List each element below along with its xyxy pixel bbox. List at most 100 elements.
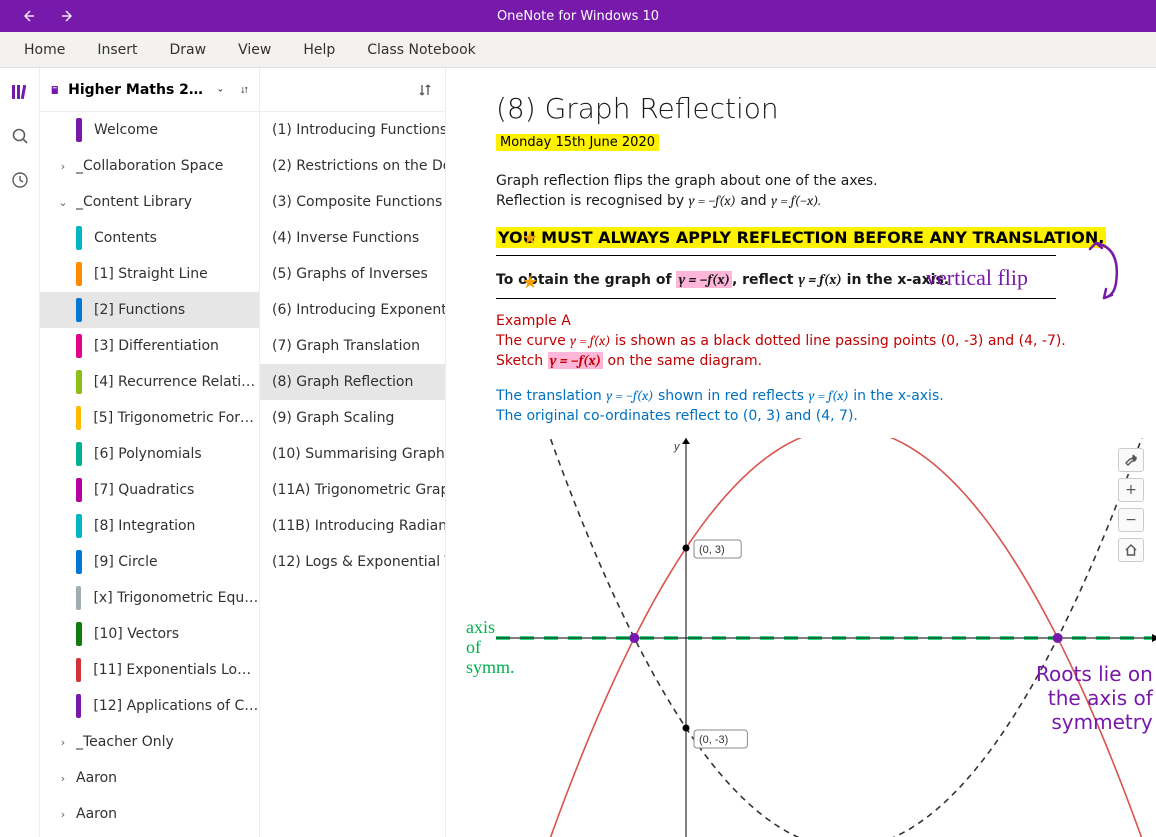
obtain-line: ★ To obtain the graph of y = −f(x), refl…: [496, 268, 1126, 292]
chevron-down-icon: [217, 84, 224, 96]
section-label: [9] Circle: [94, 554, 158, 570]
page-item[interactable]: (2) Restrictions on the Do...: [260, 148, 445, 184]
tab-class-notebook[interactable]: Class Notebook: [351, 32, 492, 68]
back-button[interactable]: [8, 0, 48, 32]
page-item[interactable]: (3) Composite Functions: [260, 184, 445, 220]
page-item[interactable]: (5) Graphs of Inverses: [260, 256, 445, 292]
page-title[interactable]: (8) Graph Reflection: [496, 92, 1126, 125]
page-list: (1) Introducing Functions(2) Restriction…: [260, 112, 445, 837]
text: , reflect: [732, 272, 798, 288]
section-label: [4] Recurrence Relations: [94, 374, 259, 390]
section-item[interactable]: [11] Exponentials Logarit...: [40, 652, 259, 688]
section-label: [7] Quadratics: [94, 482, 194, 498]
chevron-icon: ›: [56, 160, 70, 173]
svg-text:(0, -3): (0, -3): [699, 734, 728, 746]
page-content[interactable]: (8) Graph Reflection Monday 15th June 20…: [446, 68, 1156, 837]
section-item[interactable]: [4] Recurrence Relations: [40, 364, 259, 400]
section-item[interactable]: [5] Trigonometric Formul...: [40, 400, 259, 436]
example-heading: Example A: [496, 311, 1126, 331]
curved-arrow-icon: [1076, 238, 1126, 308]
color-swatch: [76, 694, 81, 718]
math-expr: y = −f(x): [676, 271, 731, 288]
section-item[interactable]: [1] Straight Line: [40, 256, 259, 292]
recent-button[interactable]: [8, 168, 32, 192]
section-item[interactable]: [6] Polynomials: [40, 436, 259, 472]
section-group[interactable]: ›_Teacher Only: [40, 724, 259, 760]
section-item[interactable]: [7] Quadratics: [40, 472, 259, 508]
color-swatch: [76, 550, 82, 574]
tab-home[interactable]: Home: [8, 32, 81, 68]
sort-icon[interactable]: [240, 82, 249, 98]
page-item[interactable]: (12) Logs & Exponential Tr...: [260, 544, 445, 580]
color-swatch: [76, 334, 82, 358]
tab-draw[interactable]: Draw: [154, 32, 223, 68]
text: The original co-ordinates reflect to (0,…: [496, 406, 1126, 426]
text: Sketch: [496, 353, 548, 369]
page-item[interactable]: (11A) Trigonometric Graphs: [260, 472, 445, 508]
section-group[interactable]: ⌄_Content Library: [40, 184, 259, 220]
math-expr: y = f(x): [809, 387, 849, 404]
section-group[interactable]: › Aaron: [40, 796, 259, 832]
section-item[interactable]: Contents: [40, 220, 259, 256]
section-label: _Content Library: [76, 194, 192, 210]
section-label: [8] Integration: [94, 518, 195, 534]
rule-text: YOU MUST ALWAYS APPLY REFLECTION BEFORE …: [496, 227, 1106, 248]
section-group[interactable]: ›Aaron: [40, 760, 259, 796]
color-swatch: [76, 262, 82, 286]
section-label: Welcome: [94, 122, 158, 138]
search-button[interactable]: [8, 124, 32, 148]
section-label: Aaron: [76, 806, 117, 822]
tab-view[interactable]: View: [222, 32, 287, 68]
chevron-icon: ›: [56, 808, 70, 821]
color-swatch: [76, 298, 82, 322]
text: The translation: [496, 388, 606, 404]
page-item[interactable]: (9) Graph Scaling: [260, 400, 445, 436]
page-item[interactable]: (11B) Introducing Radians: [260, 508, 445, 544]
settings-button[interactable]: [1118, 448, 1144, 472]
important-rule: ★ YOU MUST ALWAYS APPLY REFLECTION BEFOR…: [496, 226, 1126, 249]
forward-button[interactable]: [48, 0, 88, 32]
notebooks-button[interactable]: [8, 80, 32, 104]
section-group[interactable]: ›_Collaboration Space: [40, 148, 259, 184]
color-swatch: [76, 622, 82, 646]
section-item[interactable]: [9] Circle: [40, 544, 259, 580]
handwriting-vertical-flip: vertical flip: [926, 262, 1028, 294]
section-item[interactable]: [12] Applications of Calc...: [40, 688, 259, 724]
star-icon: ★: [522, 228, 538, 249]
sort-icon[interactable]: [417, 82, 433, 98]
section-item[interactable]: Welcome: [40, 112, 259, 148]
color-swatch: [76, 442, 82, 466]
text: Reflection is recognised by: [496, 193, 689, 209]
home-button[interactable]: [1118, 538, 1144, 562]
page-item[interactable]: (10) Summarising Graph T...: [260, 436, 445, 472]
svg-text:y: y: [673, 441, 681, 453]
section-item[interactable]: [3] Differentiation: [40, 328, 259, 364]
chevron-icon: ›: [56, 772, 70, 785]
explanation: The translation y = −f(x) shown in red r…: [496, 386, 1126, 427]
app-title: OneNote for Windows 10: [88, 9, 1068, 24]
handwriting-axis-of-symm: axis of symm.: [466, 618, 515, 677]
pages-header: [260, 68, 445, 112]
page-item[interactable]: (1) Introducing Functions: [260, 112, 445, 148]
tab-insert[interactable]: Insert: [81, 32, 153, 68]
section-item[interactable]: [x] Trigonometric Equati...: [40, 580, 259, 616]
divider: [496, 298, 1056, 299]
math-expr: y = −f(x): [548, 352, 603, 369]
section-label: [12] Applications of Calc...: [93, 698, 259, 714]
page-item[interactable]: (6) Introducing Exponenti...: [260, 292, 445, 328]
notebook-header[interactable]: Higher Maths 202021 Notebook: [40, 68, 259, 112]
section-item[interactable]: [10] Vectors: [40, 616, 259, 652]
sections-pane: Higher Maths 202021 Notebook Welcome›_Co…: [40, 68, 260, 837]
ribbon: Home Insert Draw View Help Class Noteboo…: [0, 32, 1156, 68]
zoom-in-button[interactable]: +: [1118, 478, 1144, 502]
section-item[interactable]: [8] Integration: [40, 508, 259, 544]
color-swatch: [76, 658, 81, 682]
section-item[interactable]: [2] Functions: [40, 292, 259, 328]
page-item[interactable]: (8) Graph Reflection: [260, 364, 445, 400]
tab-help[interactable]: Help: [287, 32, 351, 68]
page-item[interactable]: (7) Graph Translation: [260, 328, 445, 364]
math-expr: y = −f(x): [606, 387, 653, 404]
zoom-out-button[interactable]: −: [1118, 508, 1144, 532]
text: and: [736, 193, 771, 209]
page-item[interactable]: (4) Inverse Functions: [260, 220, 445, 256]
